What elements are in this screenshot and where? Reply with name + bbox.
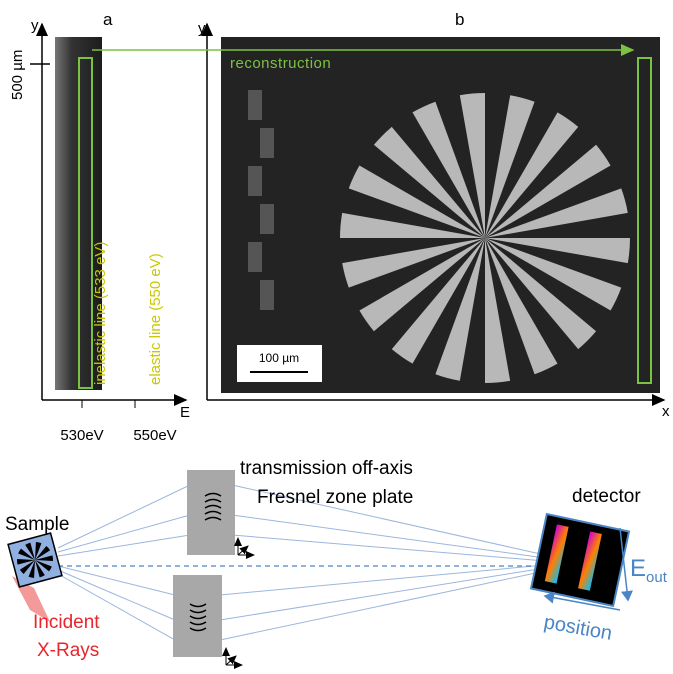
test-bar	[260, 280, 274, 310]
axis-label: y	[31, 17, 39, 34]
energy-symbol: E	[630, 555, 646, 582]
test-bar	[260, 204, 274, 234]
test-bar	[248, 90, 262, 120]
test-bar	[248, 242, 262, 272]
line-label: inelastic line (533 eV)	[92, 242, 109, 385]
axis-label: E	[180, 404, 190, 421]
source-label: Incident	[33, 612, 100, 633]
energy-subscript: out	[646, 569, 668, 586]
axis-label: x	[662, 403, 670, 420]
test-bar	[248, 166, 262, 196]
optic-label: transmission off-axis	[240, 458, 413, 479]
source-label: X-Rays	[37, 640, 99, 661]
test-bar	[260, 128, 274, 158]
arrow-label: reconstruction	[230, 55, 331, 72]
sample-label: Sample	[5, 514, 69, 535]
coordinate-axes	[226, 538, 254, 665]
optic-label: Fresnel zone plate	[257, 487, 413, 508]
scale-bar-label: 100 µm	[259, 351, 299, 365]
tick-label: 550eV	[133, 427, 176, 444]
detector	[531, 514, 629, 606]
line-label: elastic line (550 eV)	[147, 253, 164, 385]
tick-label: 530eV	[60, 427, 103, 444]
panel-label: b	[455, 10, 464, 29]
energy-label: Eout	[630, 555, 668, 586]
detector-label: detector	[572, 486, 641, 507]
zone-plate	[173, 575, 222, 657]
scale-label: 500 µm	[9, 50, 26, 100]
axis-label: y	[198, 20, 206, 37]
zone-plate	[187, 470, 235, 555]
panel-label: a	[103, 10, 113, 29]
beam-paths	[58, 485, 545, 640]
figure: a y E 500 µm 530eV 550eV inelastic line …	[0, 0, 673, 674]
position-label: position	[542, 611, 614, 645]
